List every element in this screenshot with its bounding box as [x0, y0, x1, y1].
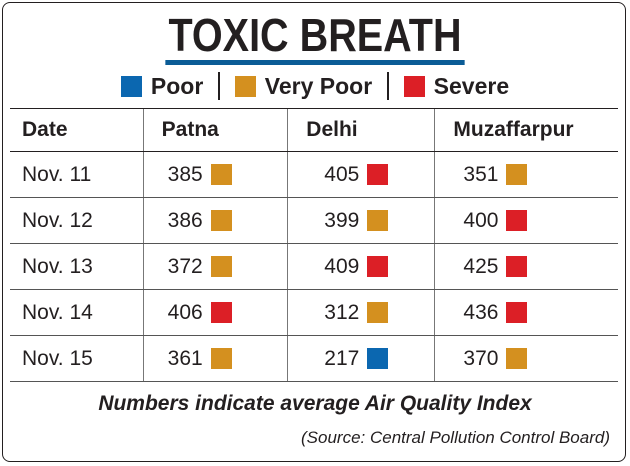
table-row: Nov. 15 361 217 370: [10, 335, 618, 382]
aqi-category-marker: [367, 256, 389, 277]
aqi-value: 217: [324, 346, 360, 370]
aqi-category-marker: [367, 210, 389, 231]
aqi-category-marker: [367, 348, 389, 369]
aqi-value: 351: [463, 162, 499, 186]
aqi-category-marker: [210, 210, 232, 231]
aqi-cell-muzaffarpur: 351: [434, 151, 618, 198]
legend-item: Very Poor: [234, 72, 373, 100]
aqi-value: 399: [324, 208, 360, 232]
legend-label: Very Poor: [264, 72, 373, 99]
aqi-category-marker: [506, 302, 528, 323]
aqi-category-marker: [367, 302, 389, 323]
footnote: Numbers indicate average Air Quality Ind…: [98, 392, 532, 415]
title-text: TOXIC BREATH: [165, 10, 465, 65]
aqi-category-marker: [506, 256, 528, 277]
date-cell: Nov. 11: [10, 151, 144, 198]
aqi-cell-muzaffarpur: 436: [434, 289, 618, 336]
aqi-category-marker: [210, 302, 232, 323]
aqi-value: 405: [324, 162, 360, 186]
aqi-cell-delhi: 405: [287, 151, 435, 198]
legend-swatch: [120, 75, 142, 97]
legend: Poor Very Poor Severe: [0, 72, 630, 100]
aqi-cell-patna: 361: [142, 335, 288, 382]
aqi-cell-delhi: 409: [287, 243, 435, 290]
aqi-value: 361: [167, 346, 203, 370]
table-row: Nov. 13 372 409 425: [10, 243, 618, 290]
aqi-cell-patna: 385: [142, 151, 288, 198]
legend-separator: [387, 72, 389, 100]
aqi-cell-muzaffarpur: 400: [434, 197, 618, 244]
aqi-category-marker: [506, 164, 528, 185]
aqi-value: 406: [167, 300, 203, 324]
aqi-value: 385: [167, 162, 203, 186]
aqi-cell-delhi: 312: [287, 289, 435, 336]
aqi-category-marker: [506, 348, 528, 369]
aqi-category-marker: [506, 210, 528, 231]
aqi-category-marker: [367, 164, 389, 185]
date-cell: Nov. 12: [10, 197, 144, 244]
aqi-category-marker: [210, 164, 232, 185]
date-cell: Nov. 14: [10, 289, 144, 336]
aqi-value: 409: [324, 254, 360, 278]
aqi-cell-delhi: 399: [287, 197, 435, 244]
aqi-cell-patna: 406: [142, 289, 288, 336]
legend-label: Severe: [433, 72, 510, 99]
aqi-value: 400: [463, 208, 499, 232]
date-cell: Nov. 13: [10, 243, 144, 290]
legend-item: Severe: [403, 72, 510, 100]
aqi-cell-patna: 386: [142, 197, 288, 244]
source-credit: (Source: Central Pollution Control Board…: [301, 428, 610, 447]
header-patna: Patna: [142, 108, 288, 152]
aqi-cell-muzaffarpur: 425: [434, 243, 618, 290]
legend-separator: [218, 72, 220, 100]
header-muzaffarpur: Muzaffarpur: [434, 108, 618, 152]
aqi-table: Date Patna Delhi Muzaffarpur Nov. 11 385 4…: [10, 108, 618, 382]
table-header-row: Date Patna Delhi Muzaffarpur: [10, 108, 618, 152]
infographic-frame: [2, 2, 626, 462]
aqi-value: 370: [463, 346, 499, 370]
header-date: Date: [10, 108, 144, 152]
aqi-category-marker: [210, 348, 232, 369]
aqi-cell-delhi: 217: [287, 335, 435, 382]
legend-swatch: [234, 75, 256, 97]
table-row: Nov. 14 406 312 436: [10, 289, 618, 336]
legend-item: Poor: [120, 72, 204, 100]
date-cell: Nov. 15: [10, 335, 144, 382]
table-row: Nov. 11 385 405 351: [10, 151, 618, 198]
header-delhi: Delhi: [287, 108, 435, 152]
aqi-category-marker: [210, 256, 232, 277]
table-row: Nov. 12 386 399 400: [10, 197, 618, 244]
aqi-value: 386: [167, 208, 203, 232]
aqi-value: 436: [463, 300, 499, 324]
legend-swatch: [403, 75, 425, 97]
aqi-cell-muzaffarpur: 370: [434, 335, 618, 382]
legend-label: Poor: [150, 72, 204, 99]
chart-title: TOXIC BREATH: [44, 8, 586, 65]
aqi-value: 372: [167, 254, 203, 278]
aqi-value: 312: [324, 300, 360, 324]
table-body: Nov. 11 385 405 351 Nov. 12 386 399 400 Nov. 13 3…: [10, 151, 618, 382]
aqi-value: 425: [463, 254, 499, 278]
aqi-cell-patna: 372: [142, 243, 288, 290]
